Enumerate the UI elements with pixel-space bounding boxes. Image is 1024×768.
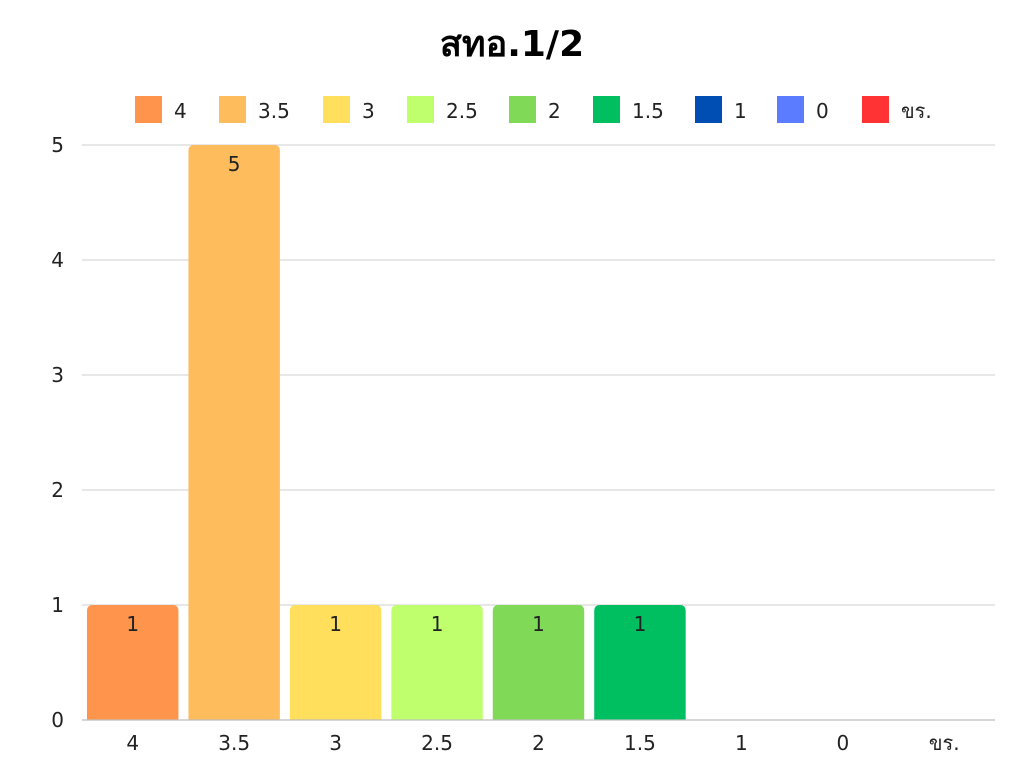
legend-label: 3 [362,99,375,123]
legend-item: ขร. [862,96,932,123]
legend-swatch [219,96,246,123]
legend-swatch [135,96,162,123]
x-tick-label: 3.5 [218,731,250,755]
legend-item: 4 [135,96,187,123]
legend: 4 3.5 3 2.5 2 1.5 1 0 ขร. [135,96,932,123]
y-tick-label: 3 [51,363,64,387]
data-label: 5 [228,152,241,176]
legend-item: 2 [509,96,561,123]
legend-swatch [407,96,434,123]
legend-label: 2.5 [446,99,478,123]
legend-swatch [777,96,804,123]
bar [188,145,280,720]
legend-item: 3 [323,96,375,123]
legend-item: 3.5 [219,96,290,123]
y-tick-label: 4 [51,248,64,272]
legend-item: 1 [695,96,747,123]
bar [391,605,483,720]
x-tick-label: 3 [329,731,342,755]
legend-label: 4 [174,99,187,123]
x-tick-label: 4 [126,731,139,755]
bar [594,605,686,720]
y-axis-ticks: 0 1 2 3 4 5 [51,133,64,732]
legend-swatch [509,96,536,123]
data-label: 1 [329,612,342,636]
bar [289,605,382,720]
x-tick-label: ขร. [929,731,960,755]
y-tick-label: 0 [51,708,64,732]
bar [492,605,585,720]
legend-swatch [323,96,350,123]
legend-label: 1.5 [632,99,664,123]
y-tick-label: 2 [51,478,64,502]
y-tick-label: 5 [51,133,64,157]
data-label: 1 [634,612,647,636]
legend-label: 3.5 [258,99,290,123]
data-label: 1 [431,612,444,636]
legend-item: 1.5 [593,96,664,123]
x-tick-label: 1.5 [624,731,656,755]
legend-swatch [862,96,889,123]
x-tick-label: 0 [836,731,849,755]
x-tick-label: 1 [735,731,748,755]
data-label: 1 [532,612,545,636]
legend-label: 2 [548,99,561,123]
y-tick-label: 1 [51,593,64,617]
legend-label: 0 [816,99,829,123]
x-axis-ticks: 4 3.5 3 2.5 2 1.5 1 0 ขร. [126,731,959,755]
bar [87,605,179,720]
legend-label: 1 [734,99,747,123]
data-labels: 1 5 1 1 1 1 [126,152,646,636]
data-label: 1 [126,612,139,636]
legend-item: 0 [777,96,829,123]
legend-swatch [593,96,620,123]
chart-title: สทอ.1/2 [440,24,584,65]
legend-item: 2.5 [407,96,478,123]
bars [87,145,686,720]
legend-label: ขร. [901,99,932,123]
x-tick-label: 2 [532,731,545,755]
legend-swatch [695,96,722,123]
x-tick-label: 2.5 [421,731,453,755]
